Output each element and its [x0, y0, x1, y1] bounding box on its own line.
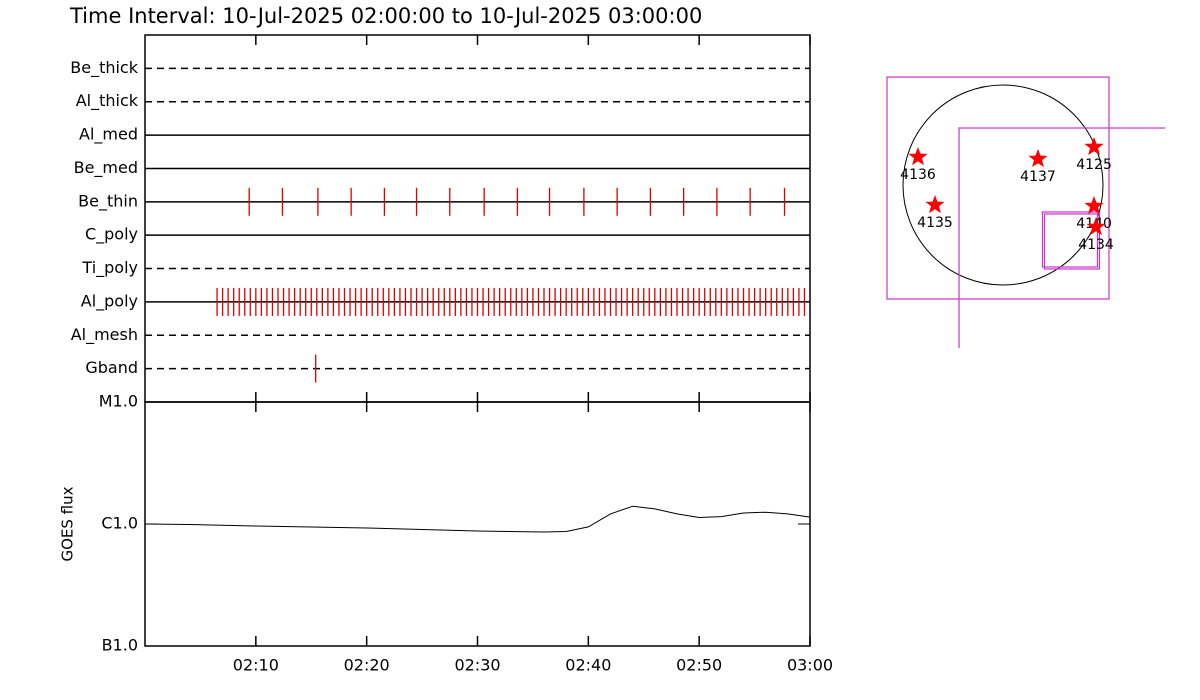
row-label: Be_med: [74, 158, 138, 178]
region-label: 4135: [917, 215, 953, 231]
row-label: Be_thick: [70, 58, 138, 78]
row-label: Al_poly: [81, 291, 138, 311]
x-tick-label: 02:30: [454, 656, 500, 675]
row-label: Be_thin: [78, 191, 138, 211]
region-star: [1028, 149, 1048, 167]
chart-title: Time Interval: 10-Jul-2025 02:00:00 to 1…: [69, 4, 702, 28]
region-star: [1084, 196, 1104, 215]
region-label: 4137: [1020, 169, 1056, 185]
region-label: 4125: [1076, 157, 1112, 173]
region-label: 4134: [1078, 237, 1114, 253]
goes-frame: [144, 401, 811, 647]
y-tick-label: C1.0: [101, 514, 138, 533]
sun-map: 413641374125413541404134: [886, 76, 1165, 348]
y-tick-label: M1.0: [99, 392, 138, 411]
x-tick-label: 02:40: [565, 656, 611, 675]
region-label: 4136: [900, 167, 936, 183]
timeline-frame: [144, 34, 811, 403]
y-axis-label: GOES flux: [59, 486, 77, 561]
fov-box: [886, 76, 1110, 300]
x-tick-label: 02:10: [233, 656, 279, 675]
region-star: [1084, 137, 1104, 156]
y-tick-label: B1.0: [102, 636, 138, 655]
region-star: [925, 195, 945, 214]
fov-box: [1043, 213, 1101, 270]
fov-box: [958, 127, 1165, 348]
fov-box: [1041, 211, 1099, 268]
region-star: [1086, 217, 1106, 236]
row-label: Ti_poly: [81, 258, 138, 278]
x-tick-label: 02:20: [344, 656, 390, 675]
x-tick-label: 03:00: [787, 656, 833, 675]
solar-disk: [902, 84, 1104, 286]
region-star: [908, 147, 928, 166]
row-label: Al_med: [79, 125, 138, 145]
row-label: Gband: [85, 358, 138, 377]
row-label: Al_thick: [76, 91, 139, 111]
goes-curve: [144, 505, 811, 533]
row-label: C_poly: [85, 225, 138, 245]
x-tick-label: 02:50: [676, 656, 722, 675]
row-label: Al_mesh: [71, 325, 138, 345]
